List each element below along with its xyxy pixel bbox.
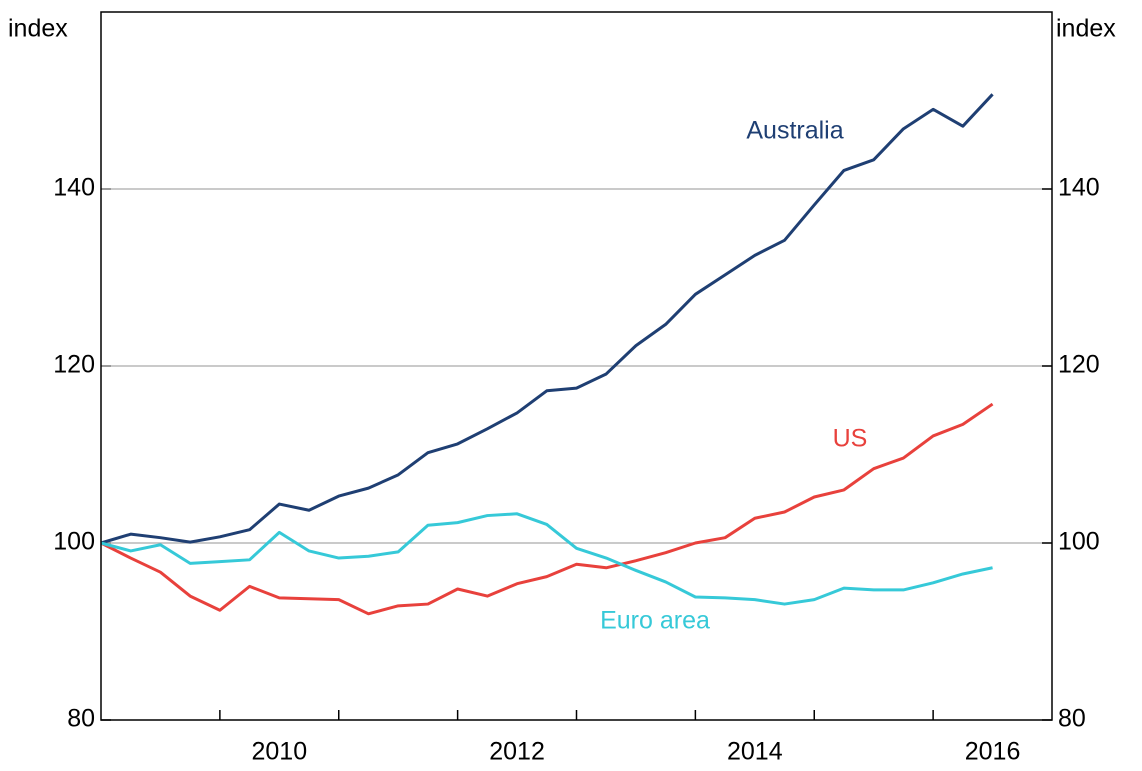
x-tick-label: 2014	[727, 738, 783, 766]
y-tick-label: 120	[53, 351, 95, 379]
y2-tick-label: 80	[1058, 705, 1086, 733]
y2-tick-label: 140	[1058, 174, 1100, 202]
y2-axis-label: index	[1056, 15, 1116, 43]
series-line	[100, 402, 994, 616]
y-tick-label: 80	[67, 705, 95, 733]
y2-tick-label: 100	[1058, 528, 1100, 556]
y-tick-label: 140	[53, 174, 95, 202]
y-axis-label: index	[8, 15, 68, 43]
series-line	[100, 512, 993, 606]
plot-frame	[100, 11, 1053, 721]
x-tick-label: 2012	[489, 738, 545, 766]
x-tick-label: 2010	[252, 738, 308, 766]
y2-tick-label: 120	[1058, 351, 1100, 379]
series-line	[100, 93, 994, 545]
series-label: Euro area	[600, 607, 710, 635]
series-label: US	[833, 425, 868, 453]
series-label: Australia	[746, 117, 843, 145]
y-tick-label: 100	[53, 528, 95, 556]
x-tick-label: 2016	[965, 738, 1021, 766]
